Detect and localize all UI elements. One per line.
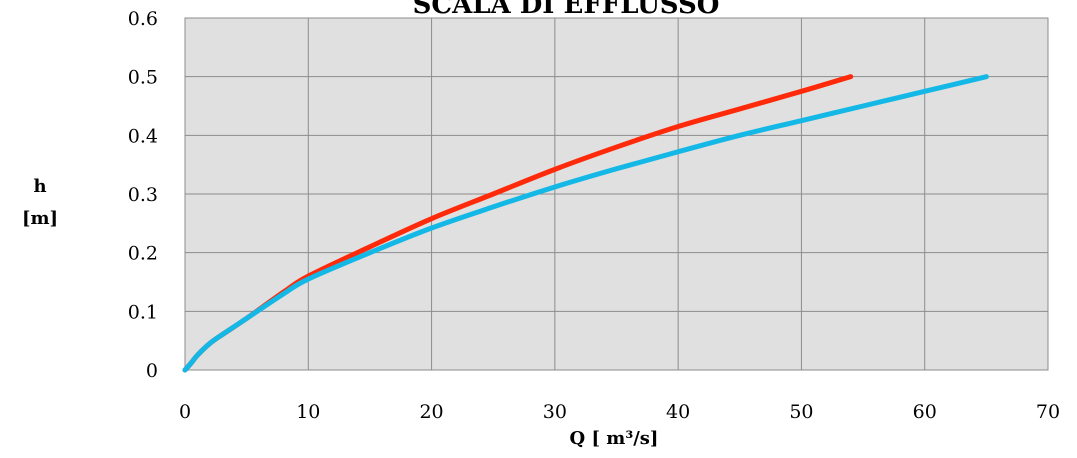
grid (184, 17, 1049, 371)
x-tick-label: 60 (913, 401, 937, 423)
x-tick-labels: 0 10 20 30 40 50 60 70 (179, 401, 1060, 423)
y-tick-label: 0.3 (128, 184, 158, 206)
y-tick-label: 0.4 (128, 125, 158, 147)
y-tick-label: 0.5 (128, 67, 158, 89)
x-tick-label: 30 (543, 401, 567, 423)
x-axis-title: Q [ m³/s] (570, 428, 659, 449)
y-tick-label: 0.6 (128, 8, 158, 30)
series-line-2 (182, 74, 989, 373)
chart-title: SCALA DI EFFLUSSO (413, 0, 720, 20)
y-axis-title-line2: [m] (22, 208, 58, 229)
y-axis-title-line1: h (33, 176, 46, 197)
x-tick-label: 40 (666, 401, 690, 423)
x-tick-label: 20 (419, 401, 443, 423)
y-tick-label: 0.1 (128, 301, 158, 323)
x-tick-label: 0 (179, 401, 191, 423)
y-tick-label: 0 (146, 360, 158, 382)
y-tick-label: 0.2 (128, 243, 158, 265)
x-tick-label: 70 (1036, 401, 1060, 423)
plot-border (184, 17, 1049, 371)
series-layer (182, 74, 989, 373)
x-tick-label: 50 (789, 401, 813, 423)
y-tick-labels: 0 0.1 0.2 0.3 0.4 0.5 0.6 (128, 8, 158, 382)
x-tick-label: 10 (296, 401, 320, 423)
